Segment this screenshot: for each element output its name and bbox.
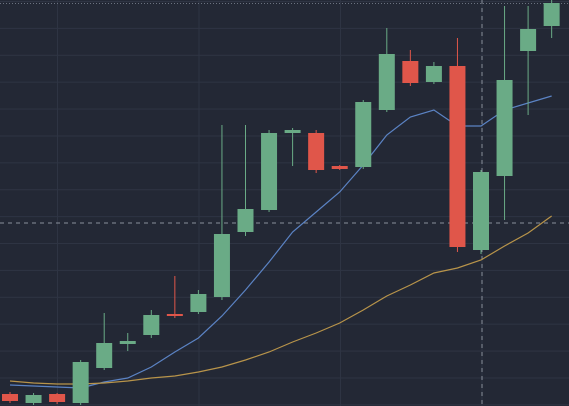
candle-body: [473, 172, 489, 250]
candle-body: [284, 130, 301, 133]
candle-body: [166, 314, 183, 316]
candle-body: [308, 133, 325, 170]
moving-average-line: [9, 95, 552, 389]
candle-body: [261, 133, 278, 210]
candle-body: [143, 315, 160, 335]
candle-body: [2, 394, 18, 401]
candle-body: [402, 61, 419, 83]
candle-body: [378, 54, 395, 110]
candle-body: [25, 395, 42, 403]
candle-body: [449, 66, 466, 247]
moving-average-line: [9, 215, 553, 385]
candle-body: [119, 341, 136, 344]
candle-body: [72, 362, 89, 403]
candle-body: [190, 294, 207, 312]
candle-body: [213, 234, 230, 297]
candle-body: [425, 66, 442, 82]
candle-body: [237, 209, 254, 232]
candle-body: [96, 343, 113, 368]
candle-body: [520, 29, 537, 51]
candle-body: [331, 166, 348, 169]
candle-body: [355, 102, 372, 167]
candle-body: [543, 3, 560, 26]
candle-body: [496, 80, 513, 176]
candle-body: [49, 394, 66, 402]
